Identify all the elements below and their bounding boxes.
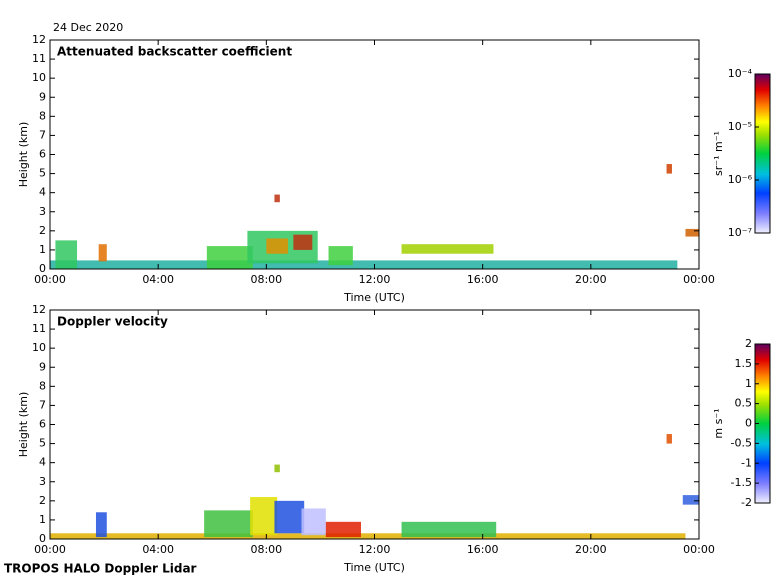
y-tick-label: 5 [39, 167, 46, 180]
colorbar-tick-label: 1.5 [735, 357, 753, 370]
y-tick-label: 5 [39, 437, 46, 450]
signal-patch [301, 508, 326, 536]
colorbar-tick-label: 10⁻⁶ [728, 173, 753, 186]
y-tick-label: 4 [39, 186, 46, 199]
panel-title: Attenuated backscatter coefficient [57, 45, 292, 59]
signal-patch [328, 246, 353, 266]
signal-patch [666, 434, 672, 444]
colorbar-tick-label: 10⁻⁴ [728, 67, 753, 80]
date: 24 Dec 2020 [53, 21, 123, 34]
signal-patch [55, 240, 78, 269]
signal-layer [50, 164, 699, 269]
y-tick-label: 6 [39, 418, 46, 431]
signal-patch [95, 512, 107, 538]
colorbar-tick-label: -0.5 [731, 436, 752, 449]
signal-patch [50, 260, 678, 269]
colorbar-tick-label: -1 [741, 456, 752, 469]
signal-patch [401, 244, 494, 254]
signal-patch [50, 533, 686, 539]
x-tick-label: 20:00 [575, 543, 607, 556]
signal-patch [293, 234, 313, 250]
y-tick-label: 12 [32, 303, 46, 316]
signal-layer [50, 434, 699, 539]
signal-patch [682, 495, 699, 505]
x-tick-label: 16:00 [467, 273, 499, 286]
signal-patch [274, 500, 305, 534]
y-tick-label: 6 [39, 148, 46, 161]
colorbar-tick-label: -1.5 [731, 476, 752, 489]
x-tick-label: 12:00 [359, 543, 391, 556]
y-tick-label: 2 [39, 494, 46, 507]
footer: TROPOS HALO Doppler Lidar [4, 562, 197, 576]
colorbar-tick-label: -2 [741, 496, 752, 509]
x-tick-label: 04:00 [142, 543, 174, 556]
y-tick-label: 3 [39, 205, 46, 218]
plot-frame [49, 39, 700, 270]
colorbar-tick-label: 1 [745, 377, 752, 390]
x-tick-label: 00:00 [34, 543, 66, 556]
y-tick-label: 0 [39, 532, 46, 545]
signal-patch [274, 464, 280, 473]
x-tick-label: 12:00 [359, 273, 391, 286]
signal-patch [250, 497, 278, 536]
y-tick-label: 12 [32, 33, 46, 46]
y-tick-label: 9 [39, 90, 46, 103]
signal-patch [204, 510, 253, 538]
x-tick-label: 20:00 [575, 273, 607, 286]
x-tick-label: 00:00 [683, 273, 715, 286]
x-tick-label: 16:00 [467, 543, 499, 556]
colorbar-tick-label: 10⁻⁵ [728, 120, 752, 133]
panel-title: Doppler velocity [57, 315, 168, 329]
colorbar-label: sr⁻¹ m⁻¹ [712, 131, 725, 176]
colorbar-tick-label: 0.5 [735, 397, 753, 410]
x-tick-label: 00:00 [683, 543, 715, 556]
y-tick-label: 8 [39, 109, 46, 122]
signal-patch [206, 246, 253, 269]
x-tick-label: 08:00 [250, 543, 282, 556]
signal-patch [685, 228, 699, 237]
y-tick-label: 11 [32, 322, 46, 335]
colorbar-tick-label: 0 [745, 417, 752, 430]
y-tick-label: 8 [39, 379, 46, 392]
x-axis-label: Time (UTC) [343, 291, 405, 304]
y-tick-label: 7 [39, 398, 46, 411]
signal-patch [98, 244, 107, 262]
x-tick-label: 00:00 [34, 273, 66, 286]
y-axis-label: Height (km) [17, 122, 30, 188]
signal-patch [401, 521, 497, 538]
colorbar-tick-label: 2 [745, 337, 752, 350]
y-tick-label: 3 [39, 475, 46, 488]
signal-patch [274, 194, 280, 203]
x-tick-label: 04:00 [142, 273, 174, 286]
y-tick-label: 4 [39, 456, 46, 469]
y-tick-label: 2 [39, 224, 46, 237]
x-axis-label: Time (UTC) [343, 561, 405, 574]
x-tick-label: 08:00 [250, 273, 282, 286]
signal-patch [666, 164, 672, 174]
colorbar-label: m s⁻¹ [712, 408, 725, 438]
signal-patch [266, 238, 288, 254]
y-tick-label: 10 [32, 341, 46, 354]
y-tick-label: 1 [39, 513, 46, 526]
y-tick-label: 11 [32, 52, 46, 65]
y-axis-label: Height (km) [17, 392, 30, 458]
y-tick-label: 9 [39, 360, 46, 373]
colorbar [754, 73, 771, 234]
y-tick-label: 10 [32, 71, 46, 84]
signal-patch [325, 521, 361, 538]
y-tick-label: 7 [39, 128, 46, 141]
plot-frame [49, 309, 700, 540]
colorbar-tick-label: 10⁻⁷ [728, 226, 752, 239]
y-tick-label: 0 [39, 262, 46, 275]
y-tick-label: 1 [39, 243, 46, 256]
